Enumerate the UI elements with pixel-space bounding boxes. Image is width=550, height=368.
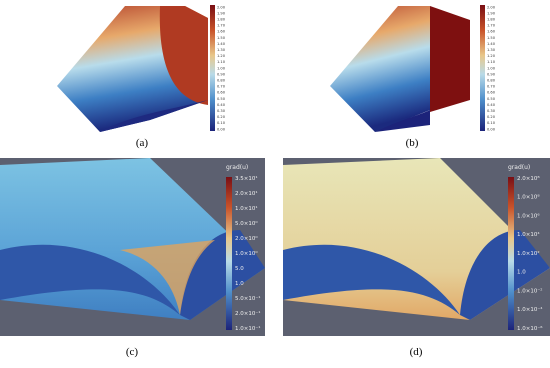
colorbar-label: 0.80 (217, 78, 226, 82)
colorbar-label: 1.50 (217, 36, 226, 40)
colorbar-label: 0.50 (487, 97, 496, 101)
colorbar-label: 1.0 (517, 270, 526, 276)
colorbar-label: 0.10 (487, 121, 496, 125)
colorbar-label: 0.20 (487, 115, 496, 119)
colorbar-label: 0.30 (217, 109, 226, 113)
colorbar-label: 1.0×10⁻⁴ (517, 306, 543, 313)
colorbar-label: 0.30 (487, 109, 496, 113)
colorbar-label: 1.20 (487, 54, 496, 58)
panel-b-image (330, 6, 470, 132)
colorbar-label: 1.40 (487, 42, 496, 46)
colorbar-label: 1.20 (217, 54, 226, 58)
colorbar (210, 5, 215, 131)
colorbar-label: 1.10 (217, 60, 226, 64)
colorbar-label: 0.00 (217, 127, 226, 131)
colorbar-label: 1.90 (487, 11, 496, 15)
colorbar-label: 1.70 (487, 24, 496, 28)
panel-d-image (283, 158, 550, 336)
colorbar-label: 1.0×10⁶ (517, 212, 540, 219)
colorbar-title: grad(u) (226, 164, 248, 171)
colorbar-label: 1.80 (487, 17, 496, 21)
colorbar-label: 2.0×10⁸ (517, 175, 540, 182)
colorbar-label: 0.90 (487, 72, 496, 76)
colorbar-label: 0.70 (487, 85, 496, 89)
colorbar-label: 2.0×10⁰ (235, 235, 258, 242)
panel-c-image (0, 158, 265, 336)
colorbar-title: grad(u) (508, 164, 530, 171)
colorbar-label: 1.50 (487, 36, 496, 40)
colorbar-label: 0.00 (487, 127, 496, 131)
colorbar-label: 1.0×10⁰ (235, 250, 258, 257)
colorbar-label: 2.0×10¹ (235, 190, 258, 197)
colorbar-label: 1.00 (487, 66, 496, 70)
colorbar-label: 1.40 (217, 42, 226, 46)
colorbar-label: 1.60 (487, 30, 496, 34)
colorbar-label: 1.90 (217, 11, 226, 15)
colorbar-label: 1.0×10⁴ (517, 231, 540, 238)
colorbar-label: 0.60 (217, 91, 226, 95)
colorbar-label: 1.00 (217, 66, 226, 70)
caption: (a) (136, 137, 149, 149)
colorbar-label: 1.0×10⁻⁶ (517, 325, 543, 332)
colorbar-label: 2.0×10⁻¹ (235, 310, 260, 317)
panel-a-image (57, 6, 208, 132)
colorbar-label: 2.00 (217, 5, 226, 9)
caption: (c) (126, 346, 139, 358)
colorbar-label: 1.0×10⁻¹ (235, 325, 260, 332)
colorbar-label: 0.10 (217, 121, 226, 125)
colorbar-label: 1.30 (487, 48, 496, 52)
caption: (d) (410, 346, 423, 358)
colorbar-label: 5.0×10⁻¹ (235, 295, 260, 302)
colorbar-label: 1.80 (217, 17, 226, 21)
colorbar-label: 1.0 (235, 281, 244, 287)
colorbar-label: 0.20 (217, 115, 226, 119)
colorbar-label: 1.0×10² (517, 250, 540, 257)
colorbar-label: 1.0×10⁻² (517, 287, 542, 294)
colorbar-label: 0.70 (217, 85, 226, 89)
colorbar-label: 3.5×10¹ (235, 175, 258, 182)
colorbar-label: 1.30 (217, 48, 226, 52)
colorbar-label: 1.0×10¹ (235, 205, 258, 212)
colorbar-label: 0.50 (217, 97, 226, 101)
colorbar-label: 5.0 (235, 266, 244, 272)
colorbar-label: 0.80 (487, 78, 496, 82)
colorbar (226, 177, 232, 330)
colorbar-label: 2.00 (487, 5, 496, 9)
colorbar-label: 5.0×10⁰ (235, 220, 258, 227)
colorbar (508, 177, 514, 330)
caption: (b) (406, 137, 419, 149)
colorbar-label: 0.40 (217, 103, 226, 107)
colorbar-label: 0.60 (487, 91, 496, 95)
colorbar-label: 1.70 (217, 24, 226, 28)
colorbar-label: 1.10 (487, 60, 496, 64)
colorbar-label: 0.90 (217, 72, 226, 76)
colorbar-label: 1.60 (217, 30, 226, 34)
colorbar (480, 5, 485, 131)
colorbar-label: 0.40 (487, 103, 496, 107)
colorbar-label: 1.0×10⁸ (517, 194, 540, 201)
